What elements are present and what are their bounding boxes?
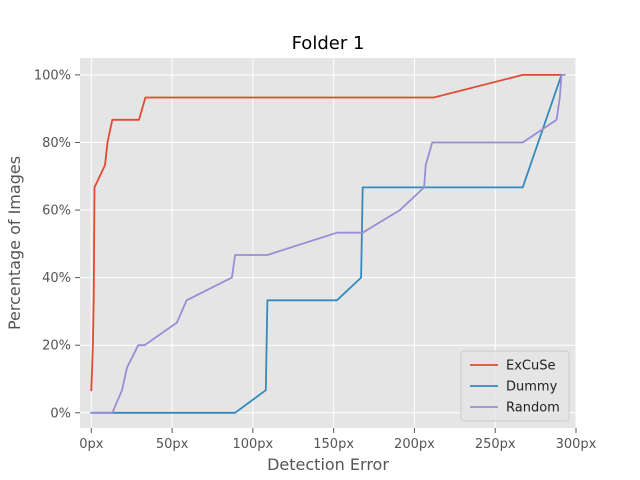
x-axis-title: Detection Error bbox=[267, 455, 389, 474]
x-tick-label: 100px bbox=[232, 437, 273, 452]
series-line-dummy bbox=[90, 73, 563, 414]
legend-label: Random bbox=[506, 401, 560, 416]
legend: ExCuSe Dummy Random bbox=[460, 350, 570, 422]
legend-box bbox=[460, 350, 570, 422]
x-tick-label: 150px bbox=[313, 437, 354, 452]
series-line-excuse bbox=[90, 74, 563, 392]
y-tick-label: 0% bbox=[50, 406, 71, 421]
x-tick-label: 250px bbox=[475, 437, 516, 452]
y-tick-label: 60% bbox=[42, 204, 71, 219]
x-tick-label: 300px bbox=[556, 437, 597, 452]
x-tick-label: 200px bbox=[394, 437, 435, 452]
y-tick-label: 20% bbox=[42, 339, 71, 354]
y-tick-label: 80% bbox=[42, 136, 71, 151]
y-axis-title: Percentage of Images bbox=[5, 156, 24, 330]
series-line-random bbox=[90, 74, 566, 414]
legend-label: ExCuSe bbox=[506, 359, 555, 374]
x-tick-label: 50px bbox=[156, 437, 189, 452]
y-axis: 0% 20% 40% 60% 80% 100% bbox=[34, 68, 80, 421]
x-tick-label: 0px bbox=[79, 437, 104, 452]
x-axis: 0px 50px 100px 150px 200px 250px 300px bbox=[79, 428, 597, 452]
series-group bbox=[90, 73, 566, 414]
y-tick-label: 100% bbox=[34, 68, 71, 83]
chart-title: Folder 1 bbox=[292, 33, 365, 54]
y-tick-label: 40% bbox=[42, 271, 71, 286]
legend-label: Dummy bbox=[506, 380, 558, 395]
